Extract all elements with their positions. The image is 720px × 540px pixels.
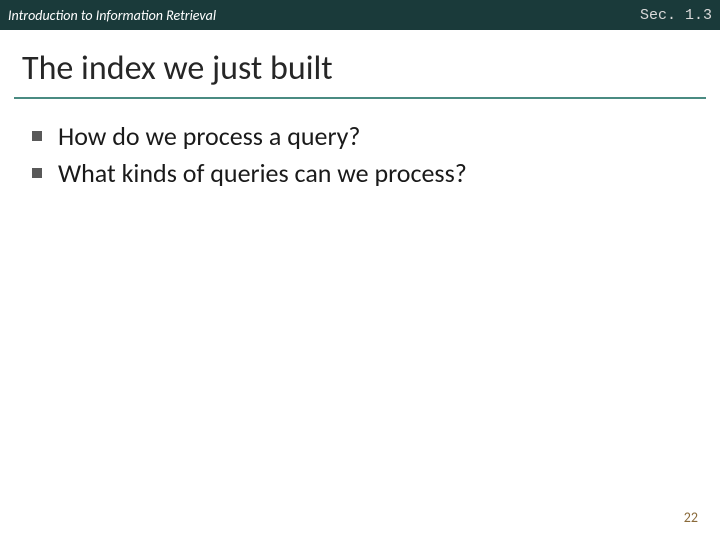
header-section-label: Sec. 1.3	[640, 7, 712, 24]
list-item: How do we process a query?	[32, 119, 720, 154]
header-course-title: Introduction to Information Retrieval	[8, 7, 216, 24]
list-item: What kinds of queries can we process?	[32, 156, 720, 191]
header-bar: Introduction to Information Retrieval Se…	[0, 0, 720, 30]
slide-title: The index we just built	[0, 30, 720, 97]
bullet-list: How do we process a query? What kinds of…	[0, 99, 720, 191]
page-number: 22	[684, 509, 698, 526]
